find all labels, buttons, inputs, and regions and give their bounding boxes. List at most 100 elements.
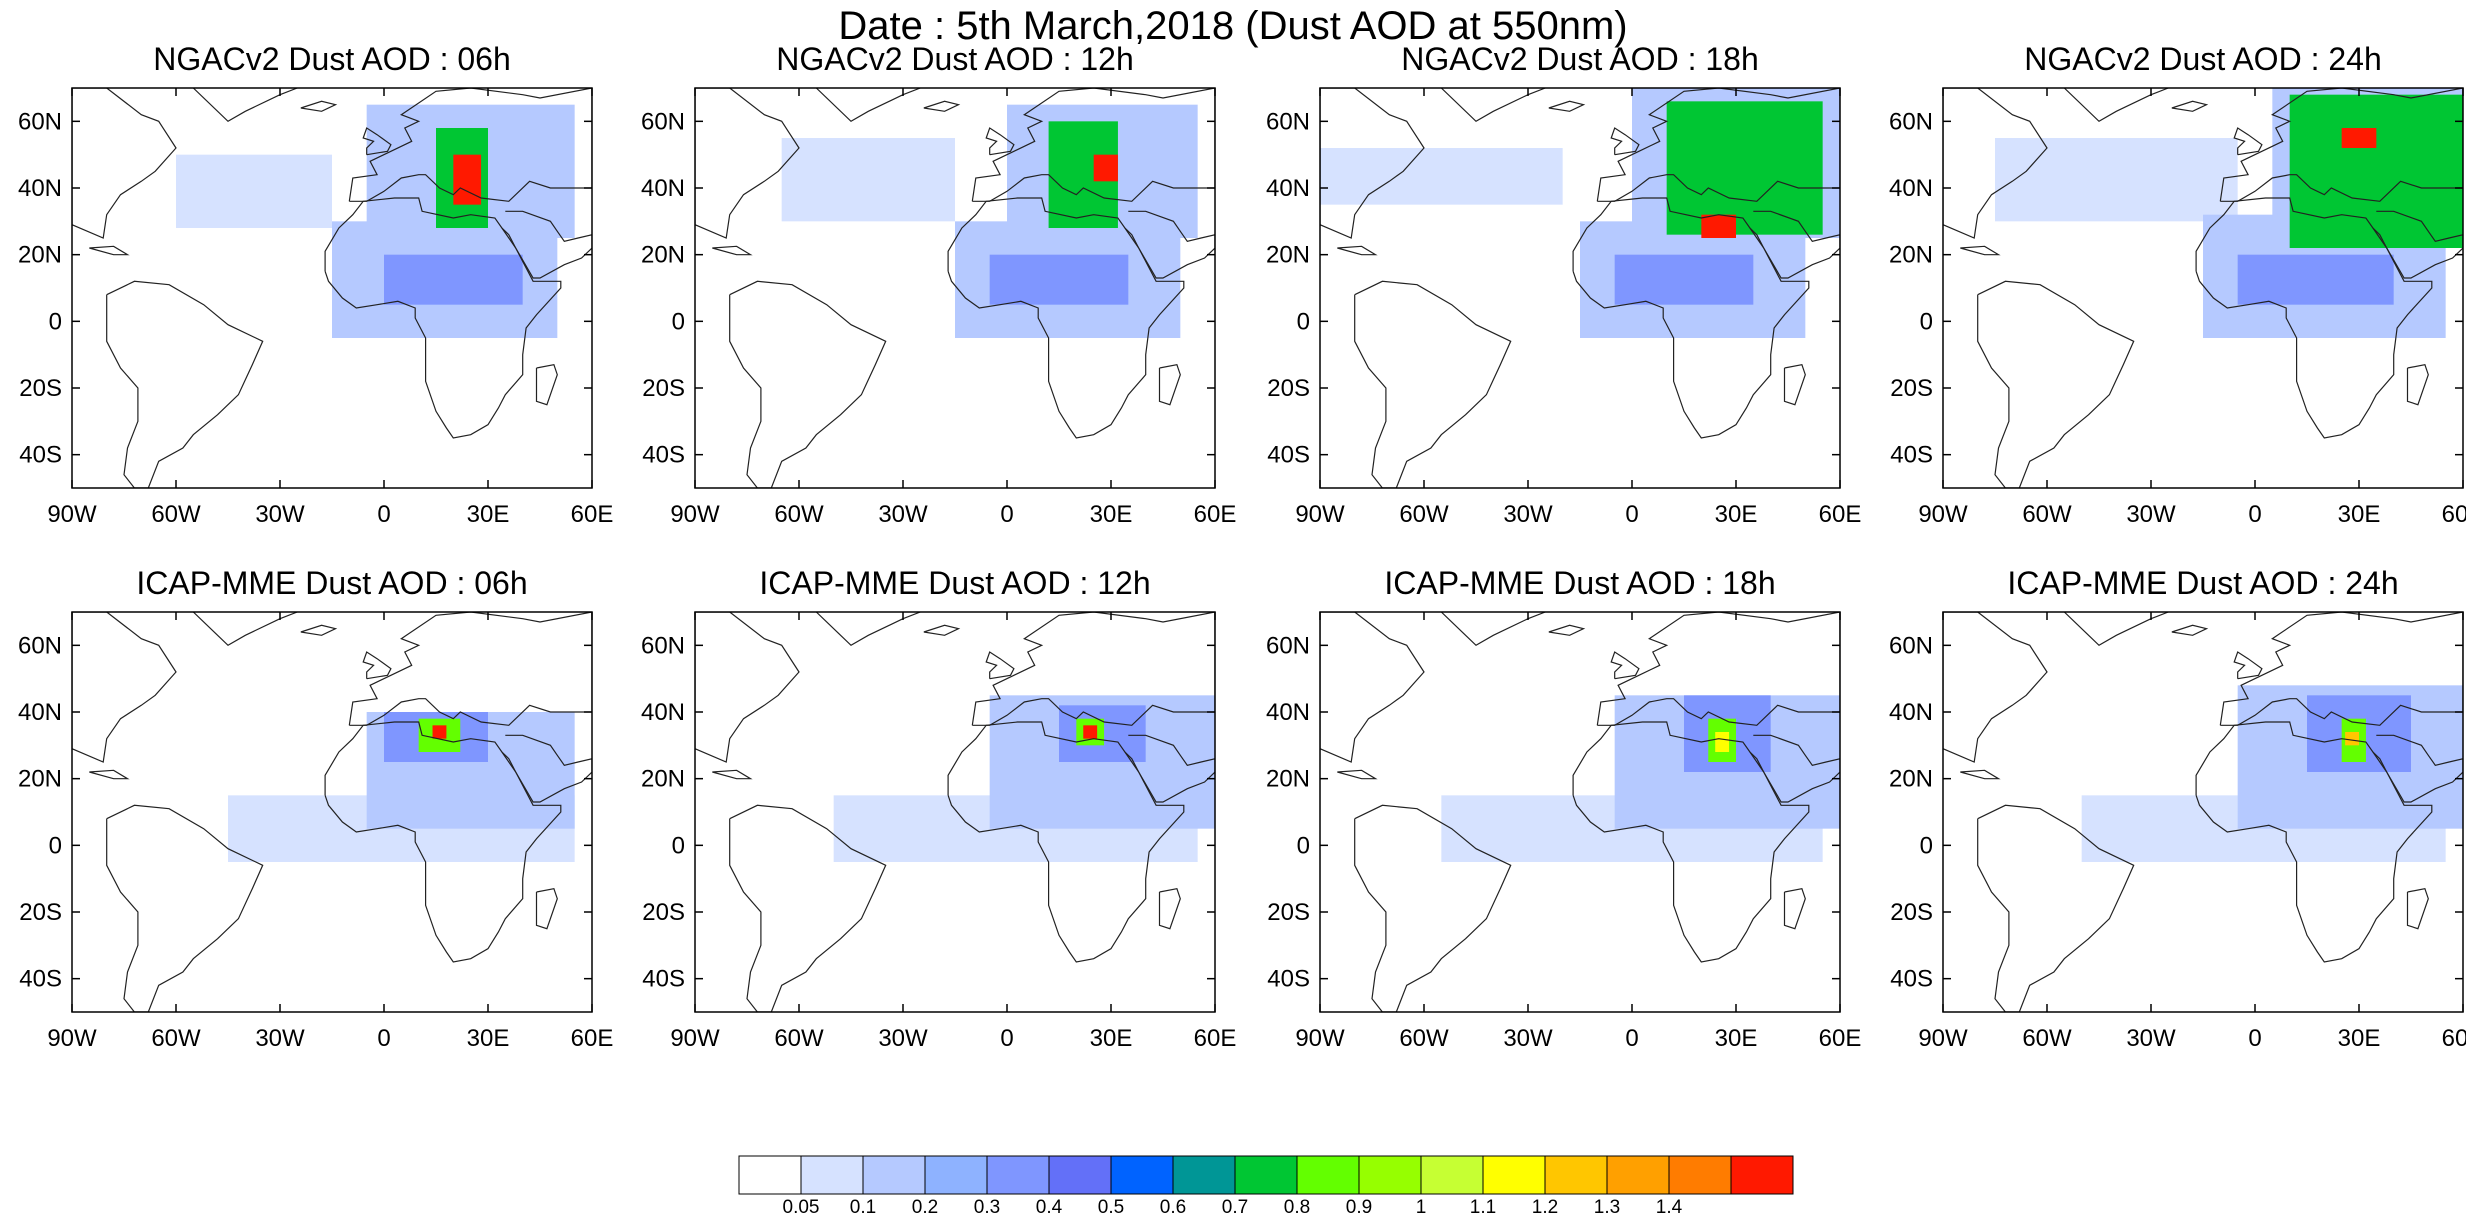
lat-tick-label: 20S	[1890, 899, 1933, 926]
lon-tick-label: 60W	[1399, 501, 1449, 528]
lon-tick-label: 30E	[1090, 1025, 1133, 1052]
lat-tick-label: 60N	[1266, 108, 1310, 135]
lat-tick-label: 40N	[641, 699, 685, 726]
greenland-coastline	[1440, 88, 1546, 123]
iceland-coastline	[923, 624, 961, 636]
lon-tick-label: 30E	[467, 1025, 510, 1052]
north-america-coastline	[72, 88, 177, 239]
colorbar-svg: 0.05 0.1 0.2 0.3 0.4 0.5 0.6 0.7 0.8 0.9 1 1.1 1.2 1.…	[738, 1155, 1794, 1218]
colorbar-swatch	[1296, 1155, 1360, 1195]
cuba-coastline	[89, 769, 130, 780]
arabia-coastline	[1124, 210, 1215, 279]
africa-coastline	[2195, 721, 2433, 963]
colorbar-label: 1.2	[1532, 1197, 1558, 1215]
lat-tick-label: 20N	[641, 242, 685, 269]
dust-aod-region	[1083, 725, 1098, 739]
lon-tick-label: 90W	[1918, 1025, 1968, 1052]
colorbar-label: 1.3	[1594, 1197, 1620, 1215]
lat-tick-label: 40S	[19, 442, 62, 469]
map-svg: 90W 60W 30W 0 30E 60E 60N 40N 20N 0 20S 40S	[1889, 611, 2466, 1052]
colorbar-swatch	[800, 1155, 864, 1195]
lat-tick-label: 40N	[1889, 699, 1933, 726]
madagascar-coastline	[1158, 888, 1181, 930]
cuba-coastline	[1960, 245, 2001, 256]
africa-coastline	[947, 197, 1185, 439]
lat-tick-label: 60N	[641, 108, 685, 135]
lon-tick-label: 0	[377, 501, 390, 528]
dust-aod-region	[1715, 732, 1730, 752]
lon-tick-label: 30W	[878, 1025, 928, 1052]
iceland-coastline	[300, 100, 338, 112]
dust-aod-region	[781, 138, 955, 222]
colorbar-label: 0.6	[1160, 1197, 1186, 1215]
lon-tick-label: 60E	[571, 1025, 614, 1052]
lat-tick-label: 40N	[641, 175, 685, 202]
lat-tick-label: 20S	[19, 899, 62, 926]
arabia-coastline	[2372, 210, 2463, 279]
cuba-coastline	[1337, 245, 1378, 256]
map-svg: 90W 60W 30W 0 30E 60E 60N 40N 20N 0 20S 40S	[641, 87, 1236, 528]
south-america-coastline	[1354, 280, 1512, 488]
map-svg: 90W 60W 30W 0 30E 60E 60N 40N 20N 0 20S 40S	[1889, 87, 2466, 528]
lat-tick-label: 20S	[642, 899, 685, 926]
dust-aod-region	[2341, 128, 2377, 148]
arabia-coastline	[1124, 734, 1215, 803]
colorbar-swatch	[1482, 1155, 1546, 1195]
dust-aod-region	[989, 254, 1129, 305]
lon-tick-label: 30E	[467, 501, 510, 528]
lon-tick-label: 60W	[151, 501, 201, 528]
panel-title: NGACv2 Dust AOD : 24h	[2024, 41, 2382, 77]
lat-tick-label: 40S	[642, 966, 685, 993]
dust-aod-region	[1701, 214, 1736, 238]
cuba-coastline	[1337, 769, 1378, 780]
lat-tick-label: 40S	[1267, 442, 1310, 469]
lat-tick-label: 40N	[18, 175, 62, 202]
map-svg: 90W 60W 30W 0 30E 60E 60N 40N 20N 0 20S 40S	[1266, 611, 1861, 1052]
south-america-coastline	[106, 280, 264, 488]
cuba-coastline	[712, 769, 753, 780]
uk-coastline	[362, 651, 392, 680]
lon-tick-label: 0	[2248, 1025, 2261, 1052]
lon-tick-label: 30W	[878, 501, 928, 528]
lat-tick-label: 60N	[18, 108, 62, 135]
lat-tick-label: 40N	[1266, 699, 1310, 726]
dust-aod-region	[2237, 254, 2394, 305]
madagascar-coastline	[2406, 888, 2429, 930]
map-svg: 90W 60W 30W 0 30E 60E 60N 40N 20N 0 20S 40S	[18, 611, 614, 1052]
colorbar-label: 0.4	[1036, 1197, 1063, 1215]
map-panel-ngacv2-12h: NGACv2 Dust AOD : 12h 90W 60W 30W 0 30E 60E 60N…	[625, 38, 1255, 548]
lat-tick-label: 60N	[1889, 632, 1933, 659]
colorbar-swatch	[986, 1155, 1050, 1195]
lat-tick-label: 20N	[18, 242, 62, 269]
uk-coastline	[1610, 651, 1640, 680]
lat-tick-label: 0	[49, 832, 62, 859]
uk-coastline	[985, 651, 1015, 680]
iceland-coastline	[2171, 100, 2209, 112]
africa-coastline	[1572, 721, 1810, 963]
colorbar-label: 0.2	[912, 1197, 938, 1215]
lon-tick-label: 60W	[151, 1025, 201, 1052]
dust-aod-region	[1614, 254, 1754, 305]
colorbar-swatch	[1358, 1155, 1422, 1195]
madagascar-coastline	[2406, 364, 2429, 406]
lon-tick-label: 30E	[2338, 1025, 2381, 1052]
map-svg: 90W 60W 30W 0 30E 60E 60N 40N 20N 0 20S 40S	[18, 87, 614, 528]
map-panel-ngacv2-24h: NGACv2 Dust AOD : 24h 90W 60W 30W 0 30E 60E 60N…	[1873, 38, 2466, 548]
dust-aod-region	[2345, 732, 2359, 746]
africa-coastline	[324, 721, 562, 963]
colorbar-label: 0.05	[783, 1197, 820, 1215]
panel-title: NGACv2 Dust AOD : 06h	[153, 41, 511, 77]
madagascar-coastline	[1158, 364, 1181, 406]
colorbar-swatch	[924, 1155, 988, 1195]
colorbar-swatch	[1172, 1155, 1236, 1195]
map-svg: 90W 60W 30W 0 30E 60E 60N 40N 20N 0 20S 40S	[641, 611, 1236, 1052]
colorbar-swatch	[1048, 1155, 1112, 1195]
lon-tick-label: 0	[1000, 1025, 1013, 1052]
dust-aod-region	[1995, 138, 2238, 222]
arabia-coastline	[2372, 734, 2463, 803]
colorbar-label: 1.1	[1470, 1197, 1496, 1215]
lon-tick-label: 60E	[571, 501, 614, 528]
dust-aod-region	[176, 154, 332, 228]
lon-tick-label: 30W	[2126, 1025, 2176, 1052]
uk-coastline	[362, 127, 392, 156]
